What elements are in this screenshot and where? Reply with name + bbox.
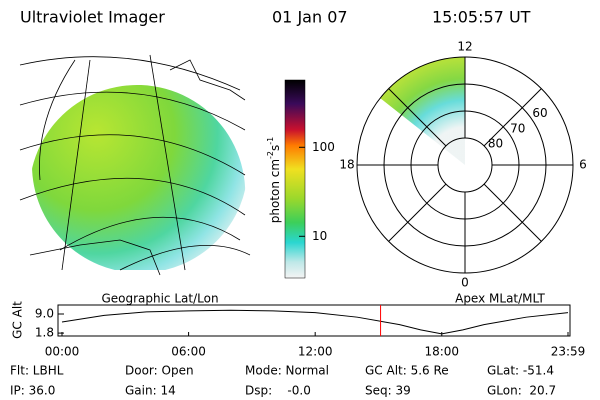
status-field: GLat: -51.4 <box>487 364 554 378</box>
mlt-label: 12 <box>457 40 472 54</box>
lat-label: 80 <box>488 137 503 151</box>
unit: s <box>268 145 282 151</box>
right-label: Apex MLat/MLT <box>455 292 545 306</box>
x-tick-label: 12:00 <box>298 345 333 359</box>
y-tick-label: 9.0 <box>35 307 54 321</box>
colorbar-tick-label: 100 <box>312 140 335 154</box>
colorbar-scale <box>284 79 306 279</box>
globe-image <box>19 54 251 276</box>
status-field: IP: 36.0 <box>10 384 55 398</box>
x-tick-label: 18:00 <box>424 345 459 359</box>
lat-label: 70 <box>510 121 525 135</box>
y-label: GC Alt <box>11 301 25 339</box>
polar-plot: 80 70 60 0 6 12 18 <box>339 40 586 290</box>
globe-fill <box>32 84 246 271</box>
status-field: GC Alt: 5.6 Re <box>365 364 449 378</box>
unit: photon cm <box>268 159 282 223</box>
status-field: Door: Open <box>125 364 194 378</box>
x-tick-label: 23:59 <box>551 345 586 359</box>
mlt-label: 0 <box>461 276 469 290</box>
mlt-spoke <box>388 183 447 242</box>
status-field: Seq: 39 <box>365 384 411 398</box>
y-tick-label: 1.8 <box>35 326 54 340</box>
unit-exp: -1 <box>266 137 275 145</box>
time: 15:05:57 UT <box>432 8 531 27</box>
instrument: Ultraviolet Imager <box>20 8 165 27</box>
unit-exp: -2 <box>266 151 275 159</box>
x-tick-label: 00:00 <box>45 345 80 359</box>
status-field: Dsp: -0.0 <box>245 384 311 398</box>
globe-grid <box>19 54 251 276</box>
x-tick-label: 06:00 <box>171 345 206 359</box>
mlt-spoke <box>483 88 542 147</box>
date: 01 Jan 07 <box>272 8 348 27</box>
lat-label: 60 <box>532 106 547 120</box>
mlt-label: 18 <box>339 158 354 172</box>
colorbar-label: photon cm-2s-1 <box>266 137 282 224</box>
status-field: Gain: 14 <box>125 384 176 398</box>
left-label: Geographic Lat/Lon <box>101 292 218 306</box>
colorbar-tick-label: 10 <box>312 229 327 243</box>
mlt-spoke <box>483 183 542 242</box>
status-field: GLon: 20.7 <box>487 384 556 398</box>
status-field: Mode: Normal <box>245 364 329 378</box>
colorbar: photon cm-2s-1 10 100 <box>266 79 335 279</box>
alt-plot: GC Alt Geographic Lat/Lon Apex MLat/MLT … <box>11 292 586 359</box>
footer: Flt: LBHL Door: Open Mode: Normal GC Alt: 5… <box>10 364 556 398</box>
alt-line <box>61 309 569 335</box>
plot-frame <box>57 304 571 337</box>
mlt-label: 6 <box>579 158 587 172</box>
mlt-spoke <box>388 88 447 147</box>
aurora <box>380 56 465 165</box>
status-field: Flt: LBHL <box>10 364 64 378</box>
